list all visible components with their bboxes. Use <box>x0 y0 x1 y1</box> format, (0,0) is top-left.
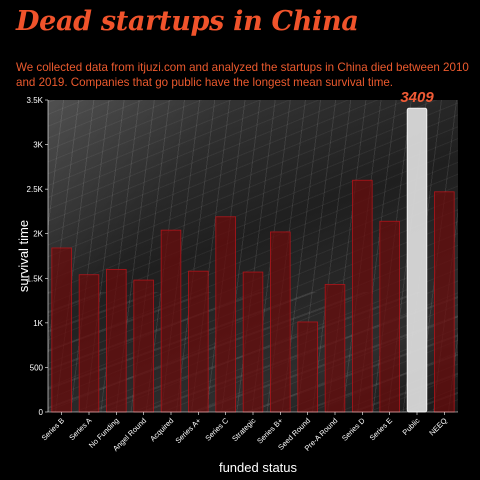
x-tick-label: Series E <box>368 416 394 442</box>
y-axis-title: survival time <box>16 220 31 292</box>
x-tick-label: Series A+ <box>174 416 204 446</box>
x-tick-label: Series B <box>40 416 66 442</box>
bar-public <box>406 107 428 413</box>
y-tick-label: 0 <box>39 408 44 417</box>
bar-seed-round <box>297 321 318 413</box>
chart-title: Dead startups in China <box>16 6 359 37</box>
bar-neeq <box>434 191 455 413</box>
bar-series-c <box>215 216 236 413</box>
bars-group <box>51 107 455 413</box>
x-tick-label: Public <box>401 416 422 437</box>
x-tick-label: Acquired <box>148 416 175 443</box>
y-tick-label: 3K <box>33 141 43 150</box>
bar-angel-round <box>133 279 154 413</box>
data-labels: 3409 <box>400 89 434 106</box>
y-tick-label: 500 <box>30 363 44 372</box>
x-tick-label: Strategic <box>230 416 257 443</box>
bar-pre-a-round <box>324 284 346 413</box>
bar-series-b <box>51 247 72 413</box>
y-axis: 0 500 1K 1.5K 2K 2.5K 3K 3.5K <box>27 96 49 417</box>
chart-subtitle: We collected data from itjuzi.com and an… <box>16 61 469 89</box>
bar-series-a <box>188 270 209 413</box>
bar-strategic <box>242 271 264 413</box>
x-tick-label: Series D <box>340 416 367 443</box>
bar-series-a <box>78 274 100 413</box>
y-tick-label: 3.5K <box>27 96 44 105</box>
bar-series-e <box>379 220 400 413</box>
bar-series-d <box>352 179 373 413</box>
y-tick-label: 1.5K <box>27 274 44 283</box>
bar-acquired <box>160 229 182 413</box>
y-tick-label: 2K <box>33 230 43 239</box>
x-axis-title: funded status <box>219 460 298 475</box>
data-label-public: 3409 <box>400 89 434 106</box>
y-tick-label: 2.5K <box>27 185 44 194</box>
x-tick-label: NEEQ <box>427 416 449 438</box>
x-tick-label: Series A <box>67 416 93 442</box>
y-tick-label: 1K <box>33 319 43 328</box>
bar-series-b <box>270 231 291 413</box>
bar-no-funding <box>106 268 127 413</box>
x-tick-label: Series C <box>203 416 230 443</box>
